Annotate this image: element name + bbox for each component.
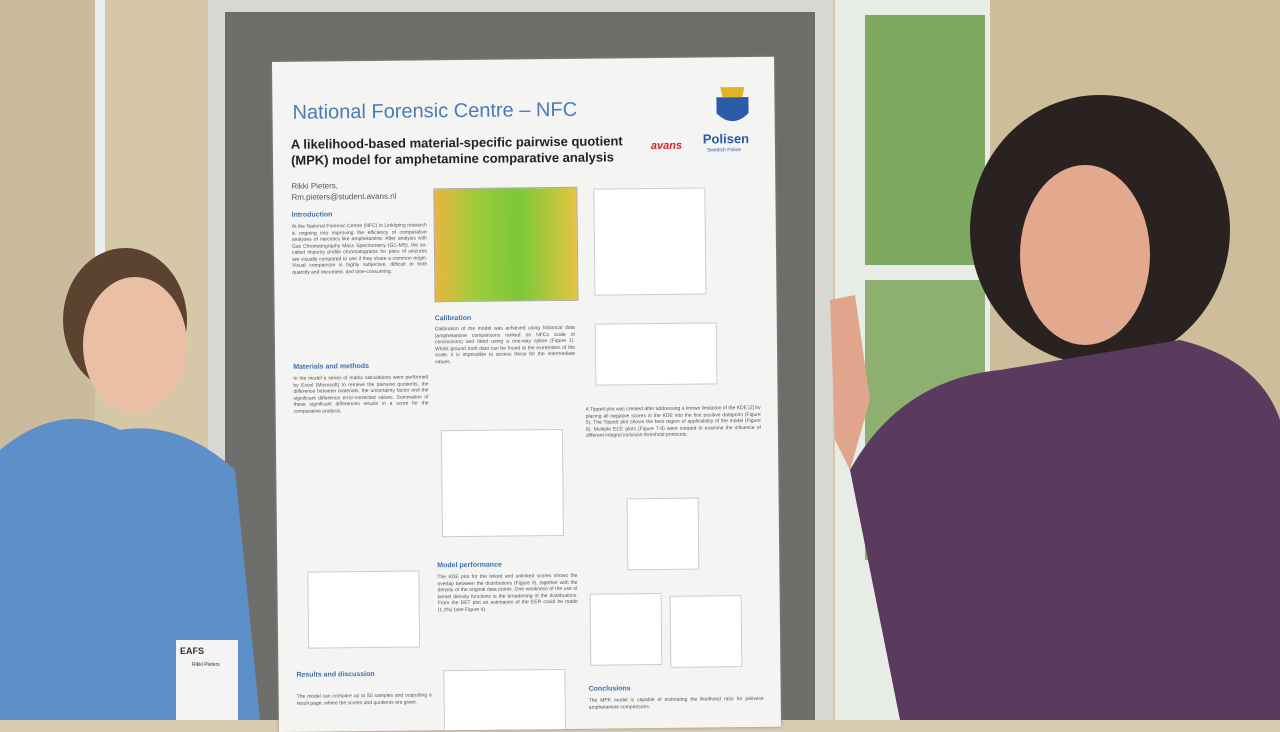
section-heading: Introduction (291, 211, 333, 219)
section-heading: Conclusions (588, 685, 631, 693)
logo-police: Polisen (702, 131, 750, 147)
window-trees (865, 15, 985, 265)
section-text: At the National Forensic Centre (NFC) in… (291, 222, 428, 276)
poster-title: National Forensic Centre – NFC (292, 98, 578, 124)
author: Rikki Pieters, (291, 181, 339, 191)
graph (626, 497, 700, 571)
crest (716, 87, 749, 122)
face (83, 277, 187, 413)
graph (594, 322, 718, 386)
section-heading: Materials and methods (293, 363, 370, 371)
section-text: The KDE plot for the linked and unlinked… (437, 572, 578, 613)
section-heading: Model performance (437, 561, 502, 570)
section-text: The MPK model is capable of estimating t… (588, 695, 764, 711)
section-heading: Results and discussion (296, 670, 375, 679)
graph (443, 668, 567, 732)
badge-org: EAFS (180, 646, 205, 656)
graph (589, 592, 663, 666)
section-text: The model can compare up to 50 samples a… (296, 692, 432, 707)
face (1020, 165, 1150, 345)
hand (830, 295, 870, 470)
badge (176, 640, 238, 720)
graph (593, 187, 707, 296)
graph (440, 428, 564, 538)
window-strip (95, 0, 105, 260)
poster-subtitle: (MPK) model for amphetamine comparative … (290, 149, 615, 168)
tippett-text: A Tippett plot was created after address… (585, 404, 761, 439)
jacket (850, 340, 1280, 720)
logo-avans: avans (650, 139, 683, 153)
logo-police-sub: Swedish Police (706, 147, 741, 154)
poster: National Forensic Centre – NFC A likelih… (272, 56, 781, 732)
section-heading: Calibration (434, 314, 472, 323)
graph (669, 595, 743, 668)
badge-name: Rikki Pieters (192, 662, 220, 668)
graph (307, 570, 421, 649)
section-text: Calibration of the model was achieved us… (434, 324, 576, 365)
section-text: In the model a series of matrix calculat… (293, 374, 429, 415)
heatmap (433, 186, 579, 303)
email: Rm.pieters@student.avans.nl (291, 191, 397, 202)
